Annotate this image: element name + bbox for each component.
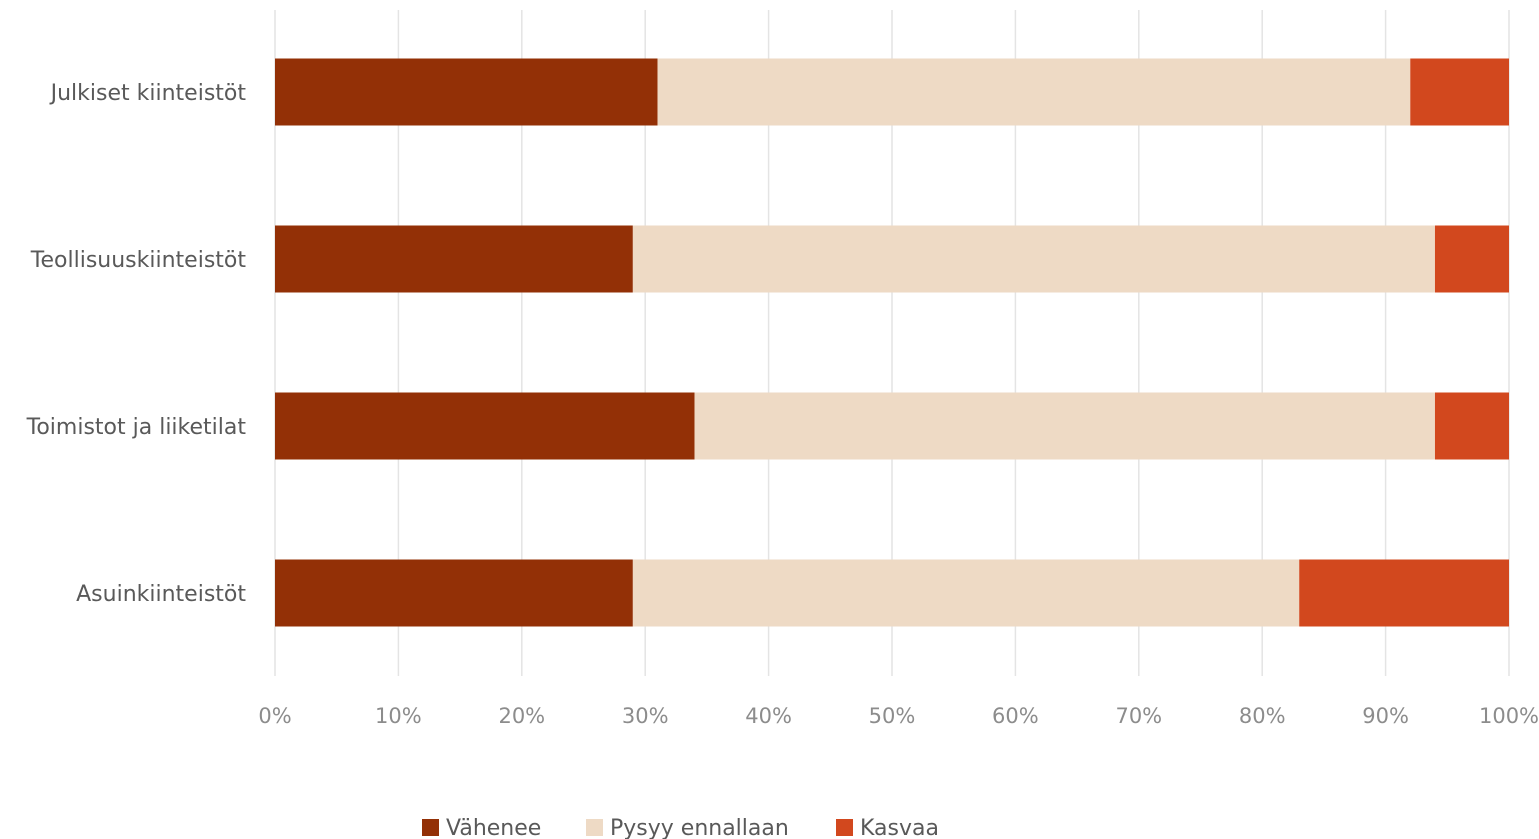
bar-segment — [275, 392, 695, 460]
x-tick-label: 100% — [1479, 704, 1539, 728]
bar-segment — [657, 58, 1411, 126]
legend-swatch — [586, 819, 603, 836]
x-tick-label: 40% — [745, 704, 792, 728]
legend-label: Vähenee — [446, 816, 541, 839]
x-tick-label: 10% — [375, 704, 422, 728]
legend: Vähenee Pysyy ennallaan Kasvaa — [422, 816, 939, 839]
bar-segment — [275, 225, 633, 293]
x-tick-label: 30% — [622, 704, 669, 728]
x-tick-label: 60% — [992, 704, 1039, 728]
category-label: Julkiset kiinteistöt — [49, 81, 247, 106]
legend-label: Kasvaa — [860, 816, 939, 839]
bar-segment — [1410, 58, 1509, 126]
bar-segment — [694, 392, 1435, 460]
category-label: Asuinkiinteistöt — [76, 582, 246, 607]
bar-segment — [275, 58, 658, 126]
x-tick-label: 70% — [1115, 704, 1162, 728]
x-tick-label: 90% — [1362, 704, 1409, 728]
category-label: Toimistot ja liiketilat — [26, 415, 247, 440]
legend-label: Pysyy ennallaan — [610, 816, 789, 839]
bars — [275, 58, 1509, 627]
x-tick-labels: 0% 10% 20% 30% 40% 50% 60% 70% 80% 90% 100% — [258, 704, 1539, 728]
x-tick-label: 20% — [498, 704, 545, 728]
legend-swatch — [836, 819, 853, 836]
bar-segment — [275, 559, 633, 627]
bar-segment — [632, 559, 1300, 627]
bar-segment — [1434, 392, 1509, 460]
x-tick-label: 50% — [869, 704, 916, 728]
bar-segment — [1299, 559, 1509, 627]
x-tick-label: 80% — [1239, 704, 1286, 728]
category-label: Teollisuuskiinteistöt — [30, 248, 247, 273]
legend-swatch — [422, 819, 439, 836]
category-labels: Julkiset kiinteistöt Teollisuuskiinteistö… — [26, 81, 247, 607]
bar-segment — [1434, 225, 1509, 293]
bar-segment — [632, 225, 1435, 293]
x-tick-label: 0% — [258, 704, 291, 728]
